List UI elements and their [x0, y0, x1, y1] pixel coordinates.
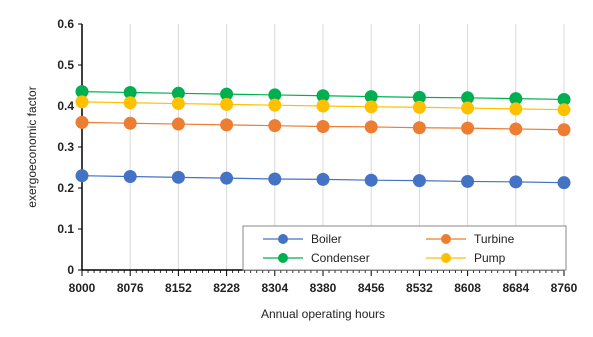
x-tick-label: 8684 — [502, 281, 529, 295]
x-tick-label: 8000 — [69, 281, 96, 295]
y-tick-label: 0 — [67, 263, 74, 277]
data-point-condenser — [316, 89, 330, 103]
legend: Boiler Turbine Condenser Pump — [242, 225, 567, 271]
data-point-boiler — [509, 175, 523, 189]
data-point-condenser — [220, 87, 234, 101]
data-point-pump — [220, 97, 234, 111]
data-point-condenser — [509, 92, 523, 106]
legend-box — [242, 225, 567, 271]
data-point-turbine — [75, 115, 89, 129]
data-point-pump — [557, 103, 571, 117]
data-point-turbine — [268, 119, 282, 133]
x-tick-label: 8304 — [261, 281, 288, 295]
data-point-boiler — [412, 174, 426, 188]
data-point-pump — [123, 96, 137, 110]
data-point-turbine — [171, 117, 185, 131]
data-point-turbine — [364, 120, 378, 134]
x-tick-label: 8532 — [406, 281, 433, 295]
data-point-turbine — [412, 121, 426, 135]
data-point-boiler — [316, 172, 330, 186]
legend-label-turbine: Turbine — [474, 232, 515, 246]
data-point-condenser — [461, 91, 475, 105]
data-point-turbine — [220, 118, 234, 132]
legend-marker-condenser — [278, 253, 288, 263]
legend-marker-boiler — [278, 234, 288, 244]
x-tick-label: 8456 — [358, 281, 385, 295]
data-point-pump — [364, 100, 378, 114]
data-point-turbine — [316, 120, 330, 133]
data-point-pump — [412, 100, 426, 114]
y-tick-label: 0.4 — [57, 99, 74, 113]
data-point-turbine — [123, 116, 137, 130]
data-point-turbine — [557, 123, 571, 137]
y-axis-label: exergoeconomic factor — [25, 86, 39, 207]
data-point-pump — [316, 99, 330, 113]
x-tick-label: 8076 — [117, 281, 144, 295]
data-point-turbine — [509, 122, 523, 136]
data-point-boiler — [364, 173, 378, 187]
data-point-boiler — [557, 176, 571, 190]
y-tick-label: 0.5 — [57, 58, 74, 72]
data-point-boiler — [268, 172, 282, 186]
data-point-condenser — [171, 86, 185, 100]
x-tick-label: 8228 — [213, 281, 240, 295]
y-tick-label: 0.1 — [57, 222, 74, 236]
legend-marker-turbine — [441, 234, 451, 244]
legend-label-pump: Pump — [474, 251, 506, 265]
data-point-turbine — [461, 121, 475, 135]
data-point-condenser — [75, 85, 89, 99]
data-point-condenser — [123, 85, 137, 99]
data-point-condenser — [412, 90, 426, 104]
y-tick-label: 0.2 — [57, 181, 74, 195]
legend-label-condenser: Condenser — [311, 251, 370, 265]
x-tick-label: 8380 — [310, 281, 337, 295]
data-point-boiler — [461, 174, 475, 188]
x-tick-label: 8608 — [454, 281, 481, 295]
data-point-boiler — [75, 169, 89, 183]
data-point-pump — [268, 98, 282, 112]
data-point-boiler — [171, 170, 185, 184]
axes: 0 0.1 0.2 0.3 0.4 0.5 0.6 8000 8076 8152 8228 8304 8… — [57, 17, 577, 295]
y-tick-label: 0.6 — [57, 17, 74, 31]
data-point-condenser — [364, 90, 378, 104]
data-point-boiler — [220, 171, 234, 185]
data-point-pump — [171, 97, 185, 111]
data-point-condenser — [557, 92, 571, 106]
x-tick-label: 8152 — [165, 281, 192, 295]
legend-label-boiler: Boiler — [311, 232, 342, 246]
x-tick-label: 8760 — [551, 281, 578, 295]
y-tick-label: 0.3 — [57, 140, 74, 154]
series — [75, 85, 571, 190]
legend-marker-pump — [441, 253, 451, 263]
data-point-condenser — [268, 88, 282, 102]
data-point-pump — [75, 95, 89, 109]
data-point-pump — [461, 101, 475, 115]
data-point-pump — [509, 102, 523, 116]
data-point-boiler — [123, 170, 137, 184]
x-axis-label: Annual operating hours — [261, 307, 385, 321]
